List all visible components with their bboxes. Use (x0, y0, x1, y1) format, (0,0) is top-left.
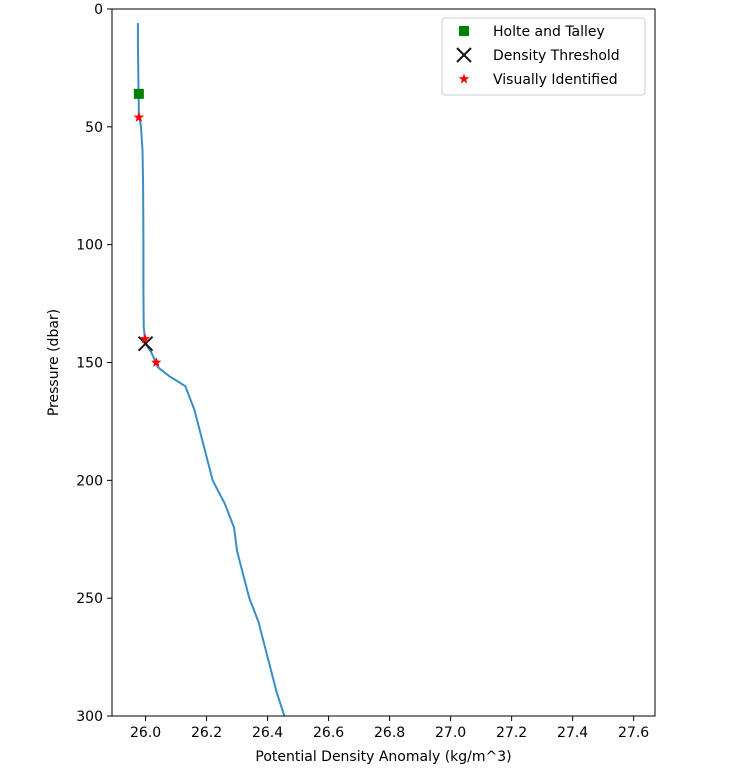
x-tick-label: 27.6 (618, 725, 649, 741)
y-tick-label: 250 (76, 591, 103, 607)
visually-identified-marker (139, 333, 151, 344)
visually-identified-marker (151, 357, 162, 367)
legend-label-holte-talley: Holte and Talley (493, 24, 605, 40)
x-tick-label: 27.4 (557, 725, 588, 741)
legend-entry-density-threshold: Density Threshold (456, 47, 620, 64)
legend: Holte and Talley Density Threshold Visua… (441, 17, 646, 96)
tick-layer: 26.0 26.2 26.4 26.6 26.8 27.0 27.2 27.4 27.6 0 50 1… (76, 2, 649, 741)
legend-entry-visually-identified: Visually Identified (458, 72, 618, 88)
x-tick-label: 26.4 (252, 725, 283, 741)
legend-label-visually-identified: Visually Identified (493, 72, 618, 88)
x-axis-label: Potential Density Anomaly (kg/m^3) (255, 749, 511, 765)
legend-x-symbol (456, 47, 472, 63)
x-tick-label: 26.6 (313, 725, 344, 741)
legend-star-icon (458, 73, 470, 84)
legend-x-icon (456, 47, 472, 63)
y-tick-label: 0 (94, 2, 103, 18)
x-tick-label: 27.2 (496, 725, 527, 741)
visually-identified-marker (133, 111, 145, 122)
density-threshold-marker (137, 335, 154, 352)
x-tick-label: 26.8 (374, 725, 405, 741)
legend-entry-holte-talley: Holte and Talley (459, 24, 605, 40)
line-layer (136, 23, 286, 716)
legend-box (441, 17, 646, 96)
legend-label-density-threshold: Density Threshold (493, 48, 620, 64)
y-tick-label: 100 (76, 238, 103, 254)
x-tick-label: 27.0 (435, 725, 466, 741)
y-tick-label: 300 (76, 709, 103, 725)
holte-talley-marker (133, 88, 144, 99)
y-tick-label: 200 (76, 473, 103, 489)
legend-square-icon (459, 26, 469, 36)
density-profile-line (136, 23, 286, 716)
x-tick-label: 26.2 (191, 725, 222, 741)
legend-square-symbol (459, 26, 469, 36)
marker-layer (133, 88, 162, 367)
x-tick-label: 26.0 (130, 725, 161, 741)
y-tick-label: 50 (85, 120, 103, 136)
y-axis-label: Pressure (dbar) (46, 309, 62, 416)
legend-star-symbol (458, 73, 470, 84)
plot-frame (111, 8, 656, 717)
y-tick-label: 150 (76, 356, 103, 372)
